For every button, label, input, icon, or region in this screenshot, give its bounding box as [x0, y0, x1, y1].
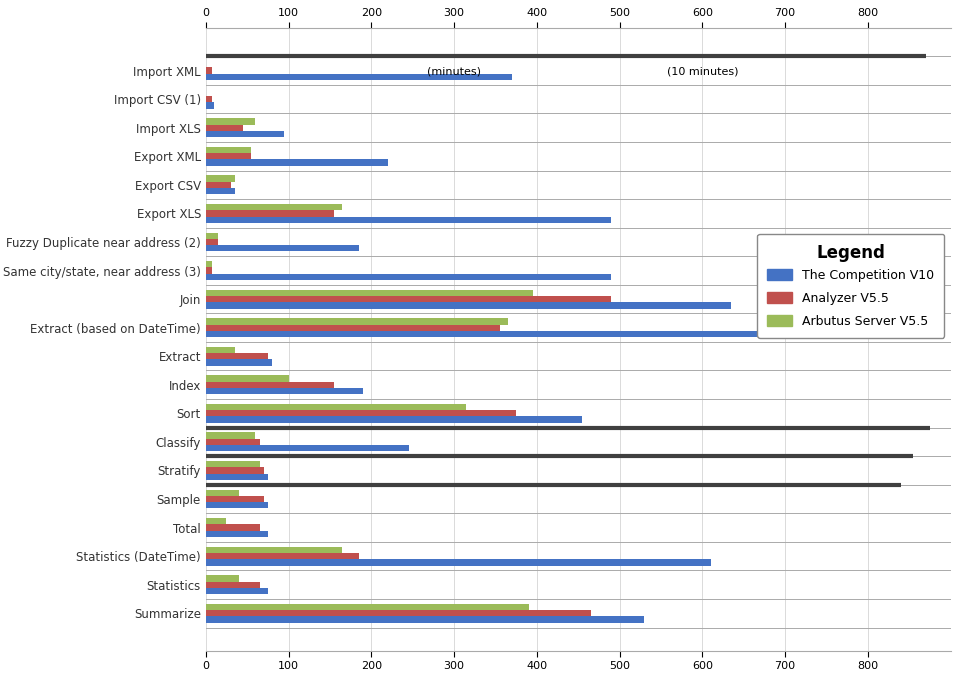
Bar: [206, 131, 284, 137]
Bar: [206, 325, 500, 331]
Bar: [206, 445, 409, 452]
Bar: [206, 96, 213, 102]
Bar: [206, 553, 359, 559]
Bar: [206, 176, 235, 182]
Bar: [206, 388, 363, 394]
Bar: [206, 524, 260, 531]
Bar: [206, 74, 512, 80]
Bar: [206, 416, 582, 423]
Bar: [206, 267, 213, 274]
Legend: The Competition V10, Analyzer V5.5, Arbutus Server V5.5: The Competition V10, Analyzer V5.5, Arbu…: [758, 234, 945, 337]
Bar: [206, 433, 256, 439]
Bar: [206, 382, 334, 388]
Bar: [206, 216, 612, 223]
Bar: [206, 102, 214, 108]
Bar: [206, 582, 260, 588]
Bar: [206, 531, 268, 537]
Bar: [206, 404, 466, 410]
Bar: [206, 547, 342, 553]
Bar: [206, 610, 591, 617]
Bar: [206, 359, 272, 365]
Bar: [206, 604, 528, 610]
Bar: [206, 410, 516, 416]
Bar: [206, 118, 256, 125]
Bar: [206, 502, 268, 508]
Bar: [206, 439, 260, 445]
Bar: [206, 182, 230, 188]
Bar: [206, 296, 612, 302]
Bar: [206, 261, 213, 267]
Bar: [206, 489, 239, 496]
Bar: [206, 239, 219, 245]
Bar: [206, 204, 342, 210]
Bar: [206, 468, 264, 474]
Bar: [206, 331, 926, 337]
Bar: [206, 274, 612, 280]
Bar: [206, 160, 388, 166]
Bar: [206, 559, 710, 566]
Bar: [206, 353, 268, 359]
Bar: [206, 346, 235, 353]
Bar: [206, 496, 264, 502]
Bar: [206, 588, 268, 594]
Bar: [206, 461, 260, 468]
Bar: [206, 188, 235, 195]
Bar: [206, 232, 219, 239]
Bar: [206, 67, 213, 74]
Bar: [206, 375, 288, 382]
Text: (minutes): (minutes): [427, 67, 481, 77]
Bar: [206, 290, 533, 296]
Bar: [206, 153, 251, 160]
Text: (10 minutes): (10 minutes): [666, 67, 738, 77]
Bar: [206, 147, 251, 153]
Bar: [206, 617, 645, 623]
Bar: [206, 210, 334, 216]
Bar: [206, 318, 508, 325]
Bar: [206, 474, 268, 480]
Bar: [206, 125, 243, 131]
Bar: [206, 575, 239, 582]
Bar: [206, 302, 731, 309]
Bar: [206, 518, 226, 524]
Bar: [206, 245, 359, 251]
